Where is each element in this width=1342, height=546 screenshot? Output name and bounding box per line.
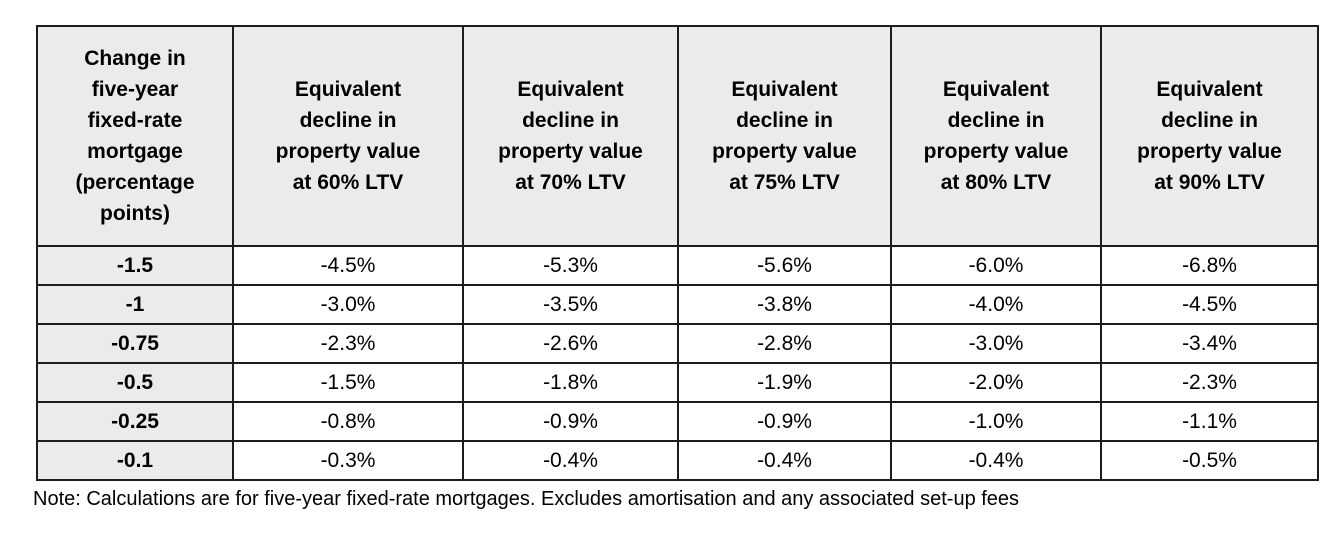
table-cell: -4.0% (890, 284, 1102, 325)
table-note: Note: Calculations are for five-year fix… (33, 488, 1020, 510)
col-header-ltv-70: Equivalent decline in property value at … (462, 25, 679, 247)
col-header-ltv-60: Equivalent decline in property value at … (232, 25, 464, 247)
col-header-ltv-80: Equivalent decline in property value at … (890, 25, 1102, 247)
table-cell: -2.0% (890, 362, 1102, 403)
row-label: -1.5 (36, 245, 234, 286)
table-cell: -0.4% (462, 440, 679, 481)
col-header-ltv-90: Equivalent decline in property value at … (1100, 25, 1319, 247)
table-cell: -2.3% (1100, 362, 1319, 403)
table-cell: -1.0% (890, 401, 1102, 442)
table-cell: -4.5% (232, 245, 464, 286)
table-row: -0.1 -0.3% -0.4% -0.4% -0.4% -0.5% (36, 440, 1319, 481)
table-cell: -1.5% (232, 362, 464, 403)
table-cell: -1.1% (1100, 401, 1319, 442)
table-cell: -2.3% (232, 323, 464, 364)
ltv-decline-table: Change in five-year fixed-rate mortgage … (36, 25, 1319, 481)
col-header-ltv-75: Equivalent decline in property value at … (677, 25, 892, 247)
table-cell: -0.8% (232, 401, 464, 442)
table-cell: -3.8% (677, 284, 892, 325)
table-cell: -5.6% (677, 245, 892, 286)
table-cell: -0.3% (232, 440, 464, 481)
table-cell: -0.9% (462, 401, 679, 442)
row-label: -0.5 (36, 362, 234, 403)
table-cell: -0.4% (677, 440, 892, 481)
table-cell: -0.4% (890, 440, 1102, 481)
table-row: -0.75 -2.3% -2.6% -2.8% -3.0% -3.4% (36, 323, 1319, 364)
row-label: -1 (36, 284, 234, 325)
table-row: -1.5 -4.5% -5.3% -5.6% -6.0% -6.8% (36, 245, 1319, 286)
table-cell: -3.4% (1100, 323, 1319, 364)
table-cell: -2.8% (677, 323, 892, 364)
table-cell: -6.0% (890, 245, 1102, 286)
table-cell: -5.3% (462, 245, 679, 286)
header-row: Change in five-year fixed-rate mortgage … (36, 25, 1319, 247)
table-cell: -2.6% (462, 323, 679, 364)
table-cell: -6.8% (1100, 245, 1319, 286)
table-cell: -3.0% (232, 284, 464, 325)
table-cell: -0.9% (677, 401, 892, 442)
table-cell: -3.0% (890, 323, 1102, 364)
table-cell: -4.5% (1100, 284, 1319, 325)
table-row: -0.25 -0.8% -0.9% -0.9% -1.0% -1.1% (36, 401, 1319, 442)
col-header-rate-change: Change in five-year fixed-rate mortgage … (36, 25, 234, 247)
table-cell: -1.8% (462, 362, 679, 403)
table-cell: -3.5% (462, 284, 679, 325)
table-row: -0.5 -1.5% -1.8% -1.9% -2.0% -2.3% (36, 362, 1319, 403)
table-cell: -1.9% (677, 362, 892, 403)
page: Change in five-year fixed-rate mortgage … (33, 25, 1319, 510)
row-label: -0.75 (36, 323, 234, 364)
table-cell: -0.5% (1100, 440, 1319, 481)
table-row: -1 -3.0% -3.5% -3.8% -4.0% -4.5% (36, 284, 1319, 325)
row-label: -0.25 (36, 401, 234, 442)
row-label: -0.1 (36, 440, 234, 481)
